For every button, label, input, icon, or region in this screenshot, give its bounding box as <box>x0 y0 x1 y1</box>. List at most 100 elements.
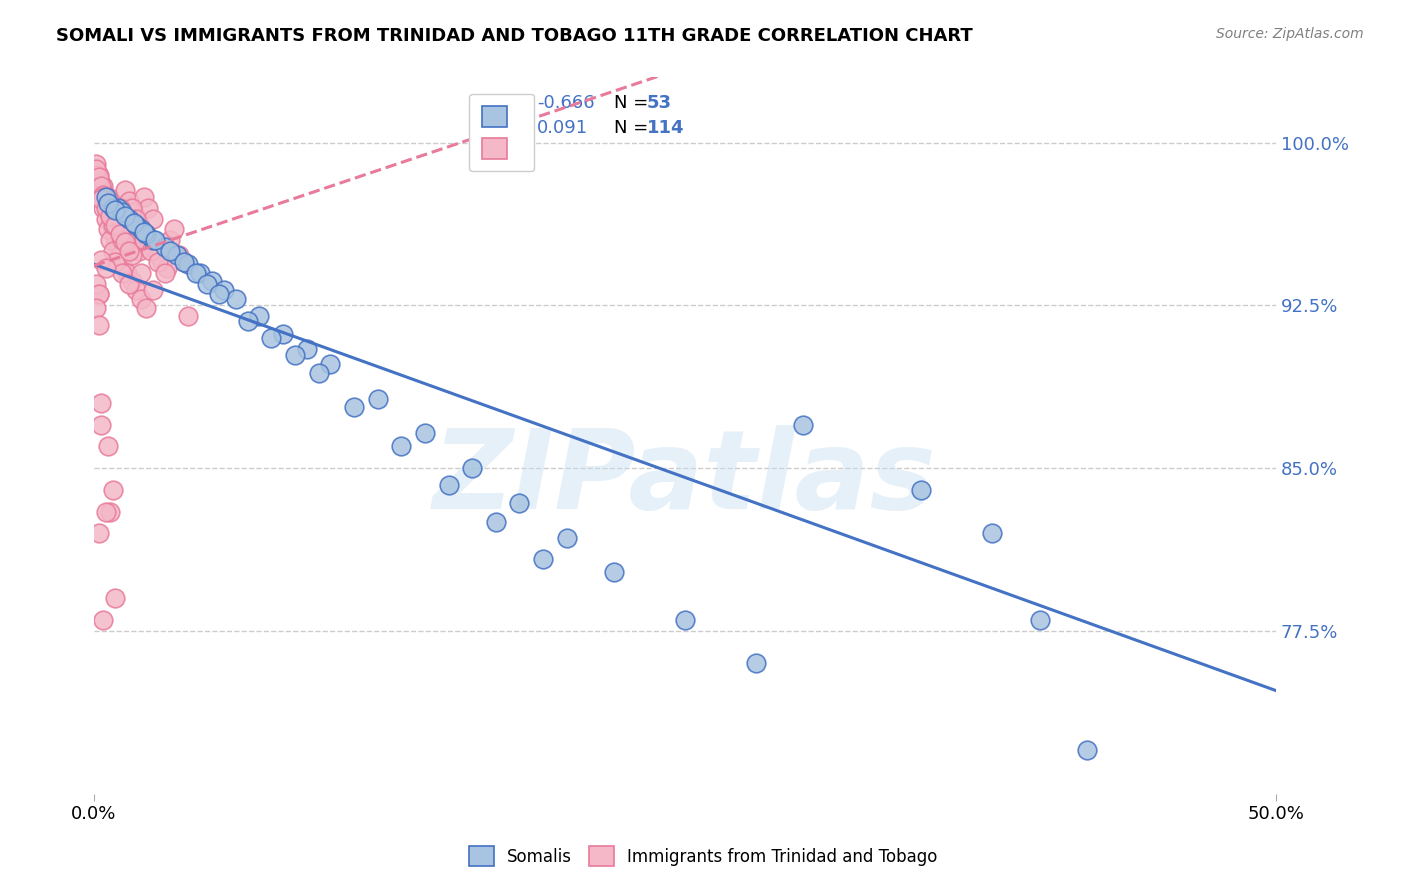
Point <box>84 301 107 315</box>
Point <box>93 190 115 204</box>
Point <box>97 205 120 219</box>
Point <box>108 248 131 262</box>
Point <box>159 233 181 247</box>
Point <box>603 566 626 580</box>
Point <box>122 205 145 219</box>
Text: -0.666: -0.666 <box>537 94 595 112</box>
Point <box>128 216 150 230</box>
Point <box>177 257 200 271</box>
Point <box>1076 743 1098 757</box>
Point <box>173 255 195 269</box>
Point <box>673 613 696 627</box>
Point <box>94 211 117 226</box>
Point <box>745 657 768 671</box>
Point <box>485 516 508 530</box>
Text: Source: ZipAtlas.com: Source: ZipAtlas.com <box>1216 27 1364 41</box>
Point <box>132 225 155 239</box>
Point <box>90 417 112 432</box>
Point <box>104 202 127 217</box>
Point <box>129 292 152 306</box>
Point <box>101 201 124 215</box>
Point <box>97 222 120 236</box>
Point <box>104 218 127 232</box>
Point <box>156 261 179 276</box>
Text: 53: 53 <box>647 94 672 112</box>
Point <box>173 255 195 269</box>
Point <box>108 227 131 241</box>
Point <box>1028 613 1050 627</box>
Point <box>97 439 120 453</box>
Point <box>93 187 115 202</box>
Point <box>135 227 157 241</box>
Point <box>111 222 134 236</box>
Point <box>107 240 129 254</box>
Point <box>101 483 124 497</box>
Point <box>159 244 181 258</box>
Point <box>343 401 366 415</box>
Point <box>208 287 231 301</box>
Point <box>139 233 162 247</box>
Point <box>122 233 145 247</box>
Point <box>111 233 134 247</box>
Point <box>87 170 110 185</box>
Point <box>90 192 112 206</box>
Point <box>153 266 176 280</box>
Text: R =: R = <box>502 94 541 112</box>
Point <box>128 244 150 258</box>
Point <box>236 313 259 327</box>
Point <box>149 248 172 262</box>
Point <box>101 244 124 258</box>
Point <box>153 244 176 258</box>
Point <box>118 222 141 236</box>
Point <box>142 240 165 254</box>
Point <box>100 504 122 518</box>
Point <box>118 211 141 226</box>
Point <box>100 213 122 227</box>
Point <box>94 201 117 215</box>
Point <box>121 248 143 262</box>
Point <box>90 178 112 193</box>
Point <box>413 426 436 441</box>
Point <box>104 211 127 226</box>
Point <box>792 417 814 432</box>
Point <box>125 211 148 226</box>
Point <box>115 266 138 280</box>
Point <box>461 461 484 475</box>
Point <box>90 178 112 193</box>
Point <box>212 283 235 297</box>
Point <box>284 348 307 362</box>
Point <box>163 222 186 236</box>
Text: 0.091: 0.091 <box>537 120 588 137</box>
Point <box>86 168 108 182</box>
Point <box>111 266 134 280</box>
Point <box>111 257 134 271</box>
Point <box>87 287 110 301</box>
Point <box>103 218 125 232</box>
Point <box>87 168 110 182</box>
Point <box>89 175 111 189</box>
Point <box>184 266 207 280</box>
Point <box>142 211 165 226</box>
Point <box>111 205 134 219</box>
Point <box>114 235 136 250</box>
Point <box>114 211 136 226</box>
Point <box>108 201 131 215</box>
Point <box>319 357 342 371</box>
Point <box>93 613 115 627</box>
Text: 114: 114 <box>647 120 685 137</box>
Point <box>271 326 294 341</box>
Point <box>508 496 530 510</box>
Point <box>108 222 131 236</box>
Point <box>132 227 155 241</box>
Point <box>129 266 152 280</box>
Point <box>104 591 127 606</box>
Point <box>201 275 224 289</box>
Point <box>367 392 389 406</box>
Point <box>188 266 211 280</box>
Point <box>166 248 188 262</box>
Point <box>87 526 110 541</box>
Point <box>87 287 110 301</box>
Point <box>125 218 148 232</box>
Point <box>98 205 121 219</box>
Point <box>93 190 115 204</box>
